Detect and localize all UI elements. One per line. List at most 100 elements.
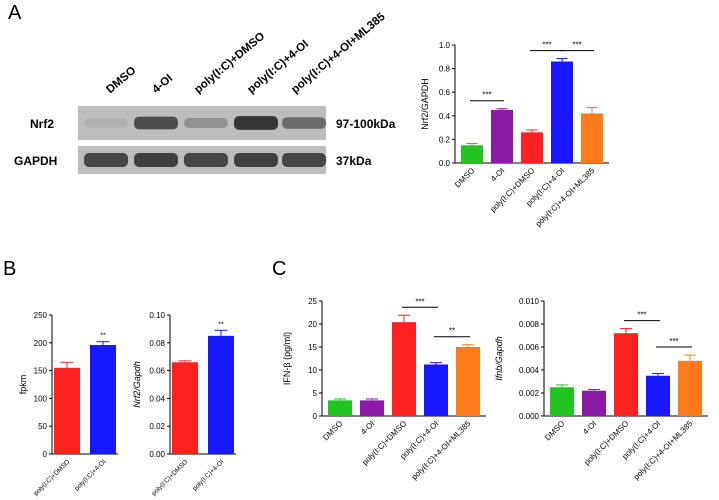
- x-tick-label: poly(I:C)+4-OI+ML385: [534, 166, 597, 229]
- bar: [424, 364, 448, 416]
- x-tick-label: 4-OI: [359, 419, 376, 436]
- y-tick-label: 0.02: [149, 422, 165, 431]
- bar: [172, 362, 198, 454]
- x-tick-label: poly(I:C)+DMSO: [33, 458, 72, 497]
- bar: [208, 335, 234, 454]
- x-tick-label: DMSO: [453, 166, 476, 189]
- y-tick-label: 100: [34, 394, 48, 403]
- y-tick-label: 0.006: [519, 343, 540, 352]
- y-tick-label: 0.8: [439, 65, 451, 74]
- y-tick-label: 0.004: [519, 366, 540, 375]
- y-tick-label: 0.10: [149, 311, 165, 320]
- blot-size-gapdh: 37kDa: [336, 154, 372, 168]
- panel-label-b: B: [3, 258, 17, 280]
- western-blot: DMSO 4-OI poly(I:C)+DMSO poly(I:C)+4-OI …: [0, 0, 420, 200]
- y-tick-label: 1.0: [439, 41, 451, 50]
- y-tick-label: 0.000: [519, 412, 540, 421]
- blot-band: [282, 117, 326, 129]
- bar: [491, 109, 513, 163]
- blot-protein-nrf2: Nrf2: [30, 117, 55, 131]
- blot-band: [134, 116, 178, 130]
- y-tick-label: 0.6: [439, 88, 451, 97]
- y-tick-label: 0.00: [149, 450, 165, 459]
- bar: [521, 132, 543, 163]
- chart-nrf2-gapdh: 0.0 0.2 0.4 0.6 0.8 1.0 Nrf2/GAPDH DMSO 4-OI poly…: [420, 41, 609, 229]
- x-tick-label: DMSO: [321, 419, 344, 442]
- y-tick-label: 10: [308, 366, 317, 375]
- blot-band: [184, 153, 228, 167]
- x-tick-label: 4-OI: [489, 166, 506, 183]
- y-tick-label: 25: [308, 297, 317, 306]
- significance-label: ***: [637, 311, 646, 320]
- chart-ifnb-protein: 0 5 10 15 20 25 IFN-β (pg/ml) DMSO 4-OI poly(I:C)…: [282, 297, 486, 482]
- y-tick-label: 15: [308, 343, 317, 352]
- blot-band: [84, 118, 128, 128]
- significance-label: ***: [669, 337, 678, 346]
- bar: [392, 322, 416, 416]
- bar: [614, 333, 638, 416]
- bar: [551, 61, 573, 163]
- y-tick-label: 0.06: [149, 367, 165, 376]
- panel-label-c: C: [272, 258, 287, 280]
- y-tick-label: 5: [313, 389, 318, 398]
- bar: [581, 113, 603, 163]
- blot-band: [282, 153, 326, 167]
- blot-size-nrf2: 97-100kDa: [336, 117, 396, 131]
- y-tick-label: 0.08: [149, 339, 165, 348]
- y-tick-label: 0.002: [519, 389, 540, 398]
- panel-label-a: A: [8, 2, 22, 24]
- blot-band: [234, 153, 278, 167]
- significance-label: ***: [482, 91, 491, 100]
- significance-label: ***: [542, 41, 551, 50]
- y-tick-label: 250: [34, 311, 48, 320]
- blot-band: [184, 117, 228, 129]
- y-tick-label: 20: [308, 320, 317, 329]
- blot-band: [234, 116, 278, 130]
- x-tick-label: poly(I:C)+4-OI+ML385: [632, 419, 695, 482]
- x-tick-label: poly(I:C)+4-OI+ML385: [410, 419, 473, 482]
- bar: [550, 387, 574, 416]
- y-tick-label: 50: [38, 422, 47, 431]
- significance-label: ***: [415, 297, 424, 306]
- y-tick-label: 0.0: [439, 159, 451, 168]
- blot-protein-gapdh: GAPDH: [14, 154, 58, 168]
- x-tick-label: poly(I:C)+4-OI: [73, 458, 107, 492]
- blot-band: [84, 153, 128, 167]
- y-tick-label: 0: [43, 450, 48, 459]
- y-tick-label: 150: [34, 367, 48, 376]
- y-axis-title: Ifnb/Gapdh: [494, 336, 504, 381]
- x-tick-label: poly(I:C)+DMSO: [151, 458, 190, 497]
- chart-nrf2-gapdh-mrna: 0.00 0.02 0.04 0.06 0.08 0.10 Nrf2/Gapdh poly(I…: [132, 311, 236, 497]
- bar: [582, 390, 606, 416]
- y-axis-title: fpkm: [18, 375, 28, 395]
- significance-label: **: [218, 321, 224, 328]
- significance-label: **: [449, 327, 455, 336]
- bar: [678, 360, 702, 416]
- x-tick-label: poly(I:C)+4-OI: [191, 458, 225, 492]
- y-tick-label: 200: [34, 339, 48, 348]
- bar: [90, 345, 116, 454]
- bar: [461, 145, 483, 163]
- blot-band: [134, 153, 178, 167]
- bar: [328, 400, 352, 416]
- y-axis-title: Nrf2/GAPDH: [420, 78, 430, 130]
- y-tick-label: 0.04: [149, 394, 165, 403]
- y-tick-label: 0.2: [439, 135, 451, 144]
- x-tick-label: 4-OI: [581, 419, 598, 436]
- x-tick-label: DMSO: [543, 419, 566, 442]
- bar: [456, 347, 480, 416]
- y-tick-label: 0.4: [439, 112, 451, 121]
- significance-label: **: [100, 333, 106, 340]
- bar: [646, 375, 670, 416]
- chart-ifnb-gapdh: 0.000 0.002 0.004 0.006 0.008 0.010 Ifnb/Gapdh…: [494, 297, 708, 482]
- y-axis-title: Nrf2/Gapdh: [132, 361, 142, 408]
- y-tick-label: 0: [313, 412, 318, 421]
- significance-label: ***: [572, 41, 581, 50]
- blot-image: [78, 106, 326, 174]
- chart-fpkm: 0 50 100 150 200 250 fpkm poly(I:C)+DMSO poly(I:…: [18, 311, 118, 497]
- bar: [54, 367, 80, 454]
- y-tick-label: 0.010: [519, 297, 540, 306]
- y-axis-title: IFN-β (pg/ml): [282, 332, 292, 385]
- y-tick-label: 0.008: [519, 320, 540, 329]
- bar: [360, 400, 384, 416]
